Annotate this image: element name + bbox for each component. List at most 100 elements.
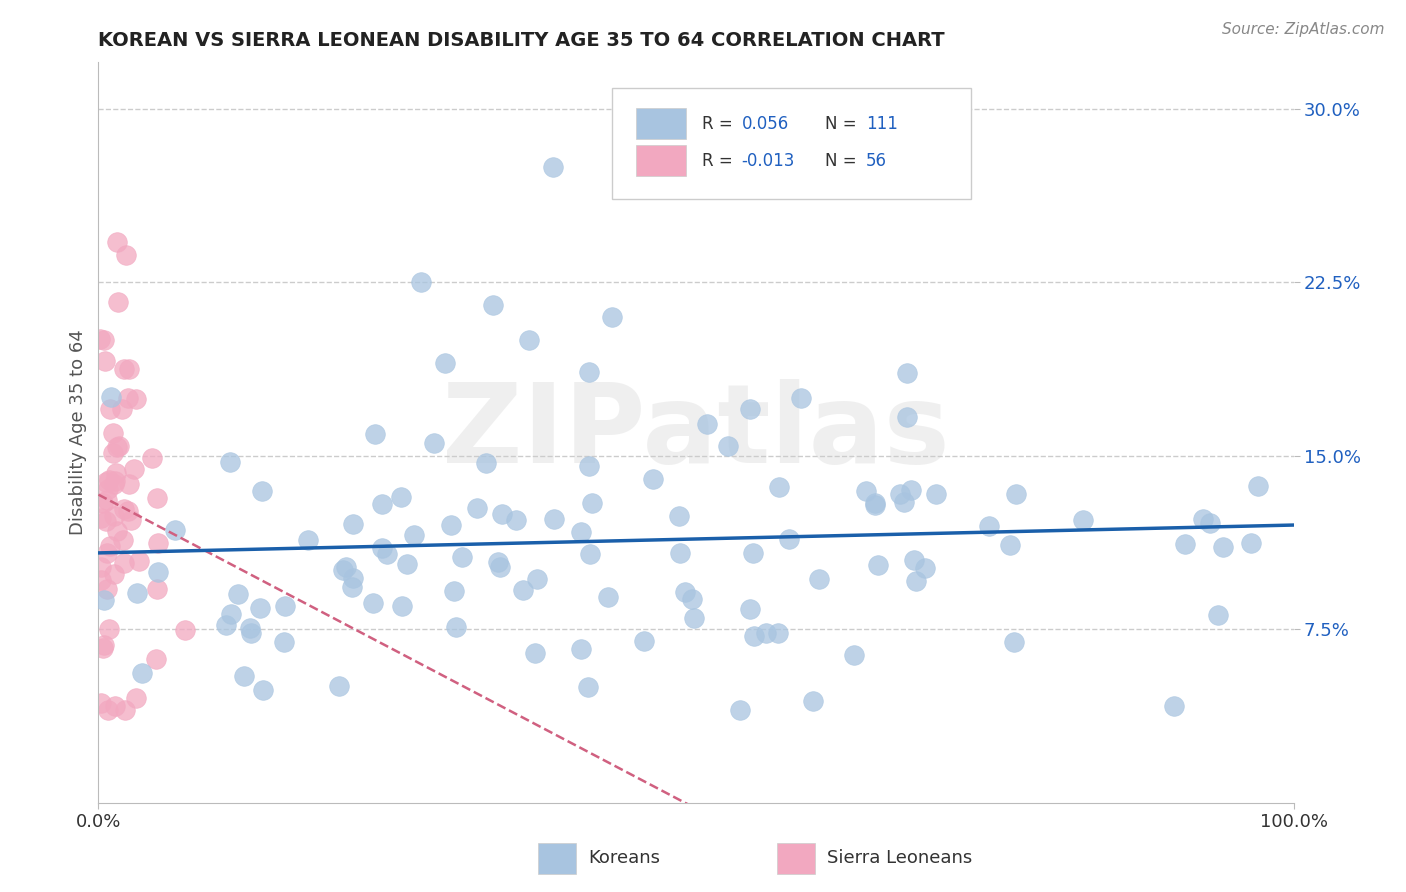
Point	[411, 275, 433, 289]
Point	[807, 572, 830, 586]
Point	[118, 361, 141, 376]
Point	[97, 703, 120, 717]
Point	[489, 560, 512, 574]
Point	[91, 496, 114, 510]
FancyBboxPatch shape	[637, 145, 686, 177]
Point	[145, 491, 167, 505]
Point	[112, 502, 135, 516]
Point	[755, 625, 778, 640]
Point	[768, 480, 790, 494]
Point	[404, 528, 426, 542]
Point	[239, 621, 262, 635]
Point	[145, 651, 167, 665]
Point	[103, 425, 125, 440]
Point	[443, 584, 465, 599]
Point	[855, 484, 877, 499]
Point	[491, 507, 513, 521]
Point	[131, 666, 153, 681]
Point	[1002, 634, 1025, 648]
Point	[174, 624, 197, 638]
Point	[863, 496, 886, 510]
Point	[434, 356, 457, 370]
Point	[865, 498, 887, 512]
Point	[633, 634, 655, 648]
Text: R =: R =	[702, 152, 738, 169]
FancyBboxPatch shape	[637, 108, 686, 139]
Point	[145, 582, 167, 596]
Point	[683, 611, 706, 625]
Point	[444, 620, 467, 634]
Point	[371, 497, 394, 511]
Point	[1247, 479, 1270, 493]
Point	[576, 680, 599, 694]
Point	[517, 333, 540, 347]
Point	[90, 511, 112, 525]
Point	[340, 580, 363, 594]
Point	[668, 509, 690, 524]
Point	[543, 511, 565, 525]
Point	[505, 513, 527, 527]
Point	[93, 593, 115, 607]
Point	[96, 546, 118, 560]
Point	[125, 586, 148, 600]
Text: 56: 56	[866, 152, 887, 169]
Point	[219, 455, 242, 469]
Point	[273, 635, 295, 649]
Point	[900, 483, 922, 497]
Point	[89, 333, 111, 347]
Point	[389, 490, 412, 504]
Point	[361, 596, 384, 610]
Point	[105, 524, 128, 538]
Point	[1212, 540, 1234, 554]
Point	[801, 694, 824, 708]
Text: 111: 111	[866, 115, 897, 133]
Point	[125, 392, 148, 406]
Point	[581, 496, 603, 510]
Point	[103, 476, 125, 491]
Point	[669, 546, 692, 560]
Point	[117, 391, 139, 405]
Point	[893, 495, 915, 509]
Point	[96, 475, 118, 489]
Point	[450, 549, 472, 564]
Point	[93, 333, 115, 347]
Text: Source: ZipAtlas.com: Source: ZipAtlas.com	[1222, 22, 1385, 37]
Point	[249, 601, 271, 615]
Point	[512, 582, 534, 597]
Point	[96, 582, 118, 596]
Point	[96, 493, 118, 508]
Point	[219, 607, 242, 621]
Point	[125, 691, 148, 706]
Point	[541, 160, 564, 174]
Point	[297, 533, 319, 547]
Point	[977, 519, 1000, 533]
Point	[342, 571, 364, 585]
Point	[122, 462, 145, 476]
Point	[766, 626, 789, 640]
Point	[396, 558, 419, 572]
Point	[643, 472, 665, 486]
Point	[97, 482, 120, 496]
FancyBboxPatch shape	[778, 843, 815, 874]
Point	[105, 235, 128, 250]
Point	[1174, 536, 1197, 550]
Point	[526, 572, 548, 586]
Point	[111, 401, 134, 416]
Point	[596, 590, 619, 604]
Point	[97, 622, 120, 636]
Point	[163, 523, 186, 537]
Text: Sierra Leoneans: Sierra Leoneans	[827, 849, 973, 867]
Point	[682, 591, 704, 606]
Point	[467, 500, 489, 515]
Point	[738, 402, 761, 417]
Text: -0.013: -0.013	[741, 152, 794, 169]
Point	[98, 539, 121, 553]
Point	[1192, 512, 1215, 526]
Point	[114, 248, 136, 262]
Point	[252, 682, 274, 697]
Point	[91, 641, 114, 656]
Point	[1073, 513, 1095, 527]
Point	[896, 409, 918, 424]
Point	[868, 558, 890, 572]
Text: N =: N =	[825, 152, 862, 169]
